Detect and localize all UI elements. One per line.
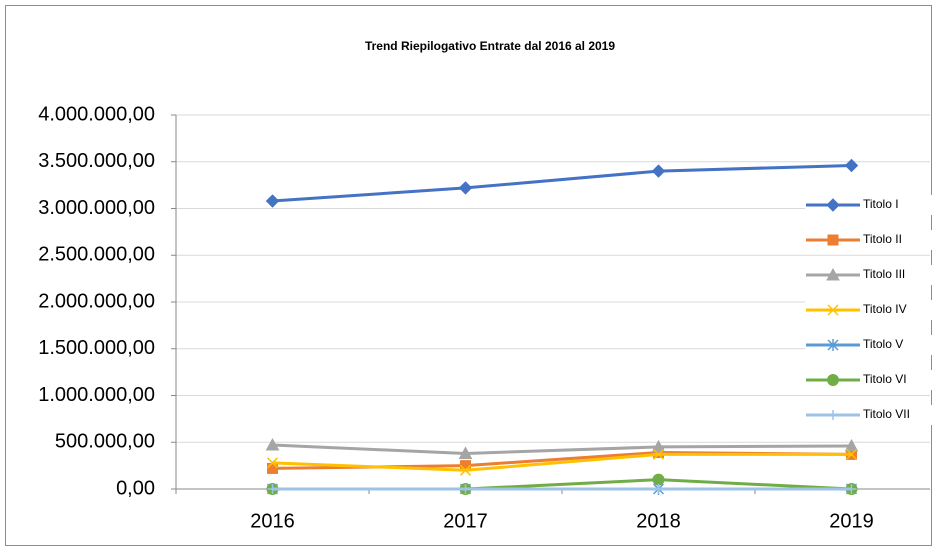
chart-title: Trend Riepilogativo Entrate dal 2016 al … bbox=[365, 39, 615, 53]
legend-label: Titolo V bbox=[863, 337, 903, 351]
marker bbox=[267, 484, 278, 494]
marker bbox=[458, 181, 473, 195]
marker bbox=[459, 464, 472, 476]
marker bbox=[827, 339, 839, 351]
series-line bbox=[272, 163, 852, 203]
marker bbox=[460, 484, 471, 494]
y-tick-label: 500.000,00 bbox=[55, 431, 155, 453]
marker bbox=[458, 446, 473, 459]
y-tick-label: 3.500.000,00 bbox=[38, 150, 155, 172]
y-tick-label: 1.500.000,00 bbox=[38, 337, 155, 359]
marker bbox=[651, 439, 666, 453]
y-tick-label: 4.000.000,00 bbox=[38, 103, 155, 125]
marker bbox=[827, 374, 839, 386]
y-tick-label: 0,00 bbox=[116, 477, 155, 499]
marker bbox=[266, 457, 279, 469]
marker bbox=[846, 484, 857, 494]
marker bbox=[265, 438, 280, 451]
legend-bg bbox=[805, 370, 933, 390]
marker bbox=[651, 164, 666, 178]
legend-label: Titolo II bbox=[863, 232, 902, 246]
marker bbox=[828, 410, 838, 420]
y-tick-label: 2.000.000,00 bbox=[38, 290, 155, 312]
marker bbox=[827, 304, 839, 316]
y-tick-label: 3.000.000,00 bbox=[38, 197, 155, 219]
marker bbox=[652, 448, 665, 460]
marker bbox=[827, 234, 839, 246]
x-tick-label: 2018 bbox=[636, 510, 681, 532]
y-tick-label: 1.000.000,00 bbox=[38, 384, 155, 406]
legend-bg bbox=[805, 405, 933, 425]
marker bbox=[652, 473, 665, 486]
x-tick-label: 2017 bbox=[443, 510, 488, 532]
marker bbox=[653, 484, 664, 494]
legend-bg bbox=[805, 195, 933, 215]
legend-label: Titolo III bbox=[863, 267, 905, 281]
series-line bbox=[272, 443, 852, 455]
marker bbox=[844, 438, 859, 452]
legend-label: Titolo I bbox=[863, 197, 899, 211]
legend-label: Titolo IV bbox=[863, 302, 907, 316]
marker bbox=[826, 267, 840, 281]
series-line bbox=[272, 452, 852, 472]
marker bbox=[826, 198, 840, 212]
x-tick-label: 2016 bbox=[250, 510, 295, 532]
marker bbox=[265, 194, 280, 208]
y-tick-label: 2.500.000,00 bbox=[38, 244, 155, 266]
marker bbox=[844, 158, 859, 173]
marker bbox=[267, 462, 278, 474]
legend-label: Titolo VII bbox=[863, 407, 910, 421]
x-tick-label: 2019 bbox=[829, 510, 874, 532]
marker bbox=[845, 448, 858, 460]
legend-label: Titolo VI bbox=[863, 372, 907, 386]
